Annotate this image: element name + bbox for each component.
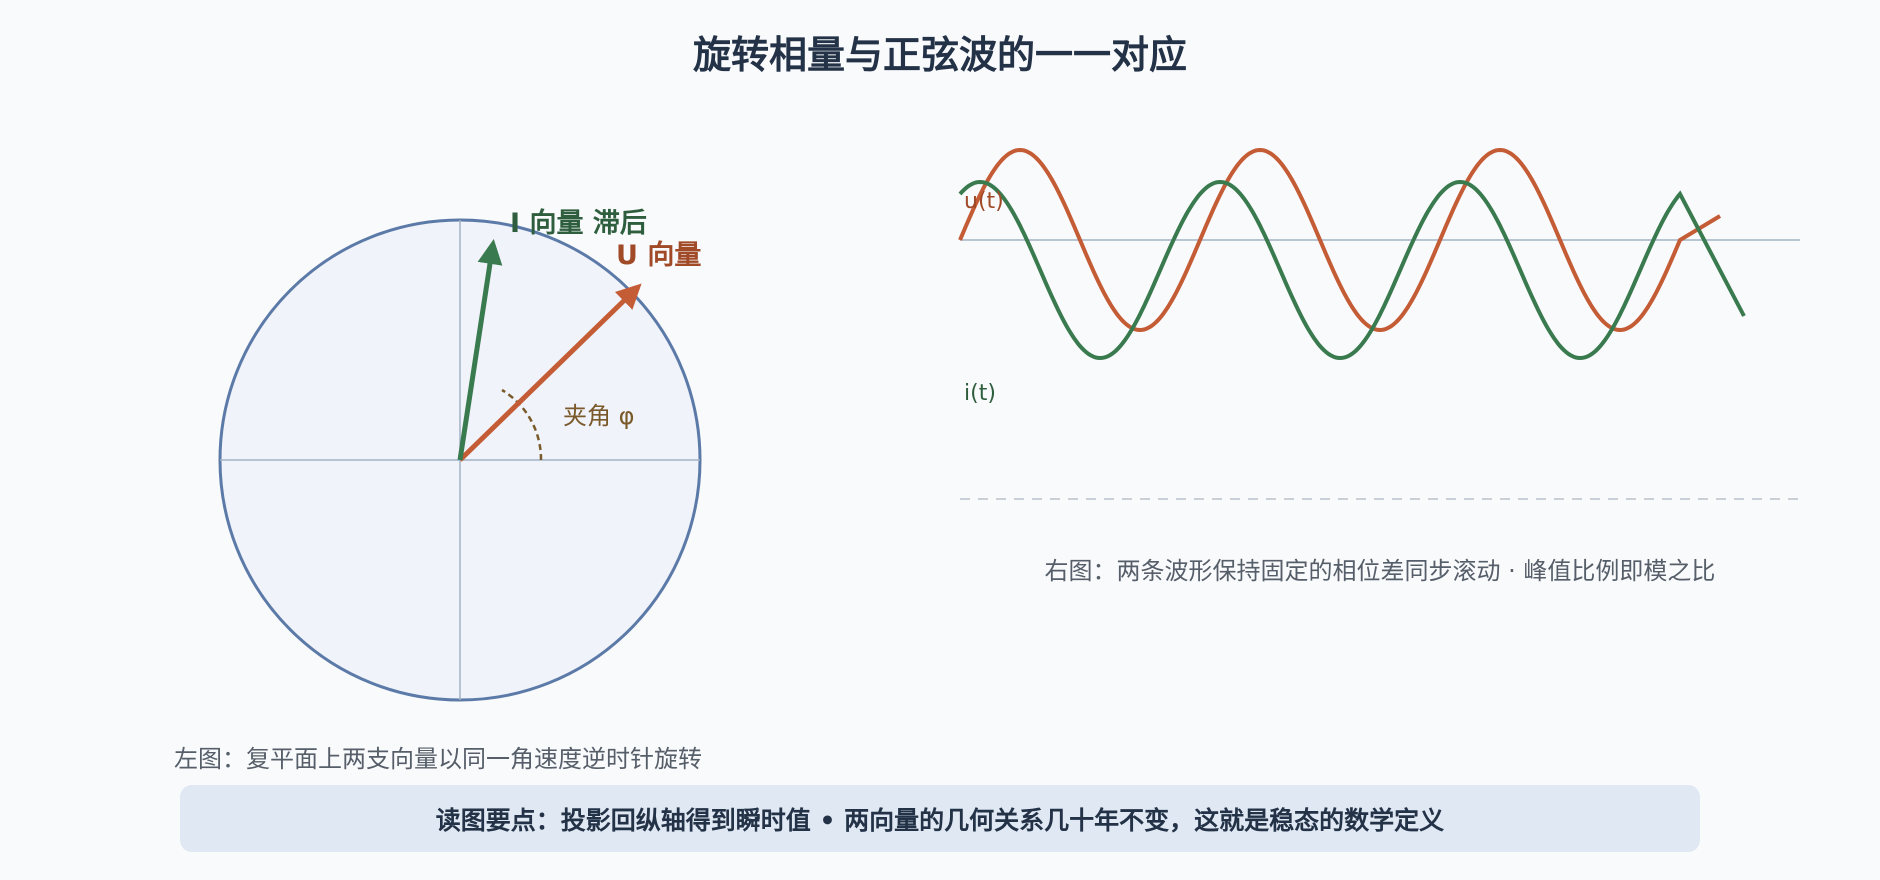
i-phasor-label: I 向量 滞后 <box>510 207 647 239</box>
angle-arc <box>501 388 543 461</box>
i-phasor-arrow <box>457 239 503 461</box>
page-title: 旋转相量与正弦波的一一对应 <box>693 33 1187 77</box>
u-phasor-label: U 向量 <box>616 239 701 271</box>
angle-label: 夹角 φ <box>563 402 634 430</box>
i-waveform <box>958 179 1746 361</box>
right-caption: 右图：两条波形保持固定的相位差同步滚动 · 峰值比例即模之比 <box>1045 557 1716 585</box>
u-wave-label: u(t) <box>964 189 1004 214</box>
i-wave-label: i(t) <box>964 381 996 406</box>
key-point-text: 读图要点：投影回纵轴得到瞬时值 • 两向量的几何关系几十年不变，这就是稳态的数学… <box>435 805 1445 835</box>
key-point-banner: 读图要点：投影回纵轴得到瞬时值 • 两向量的几何关系几十年不变，这就是稳态的数学… <box>180 785 1700 852</box>
u-phasor-arrow <box>458 283 642 462</box>
u-waveform <box>958 147 1722 333</box>
left-caption: 左图：复平面上两支向量以同一角速度逆时针旋转 <box>174 745 702 773</box>
